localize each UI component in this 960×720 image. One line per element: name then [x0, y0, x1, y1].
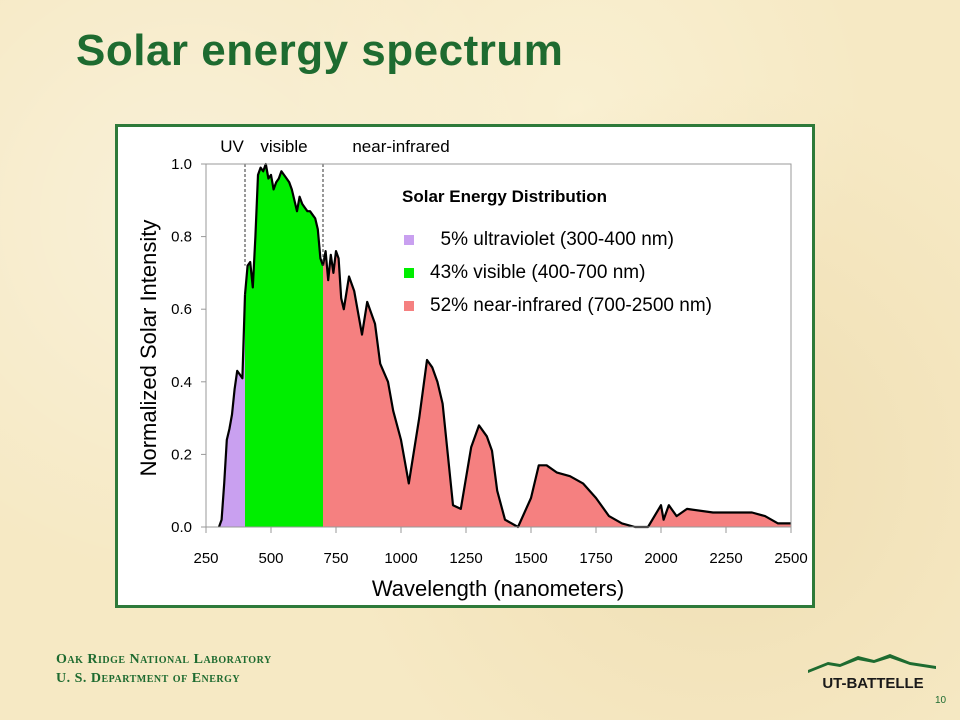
legend-swatch-uv	[404, 235, 414, 245]
legend-label-nir: 52% near-infrared (700-2500 nm)	[430, 295, 712, 316]
series-outline-nir	[321, 250, 791, 529]
series-outline-visible	[243, 162, 325, 295]
x-tick-label: 2500	[774, 550, 807, 567]
band-label: UV	[220, 137, 244, 156]
x-tick-label: 1500	[514, 550, 547, 567]
solar-spectrum-chart: UV visible near-infrared 250 500 750 1000 1250…	[136, 137, 808, 601]
series-area-nir	[323, 251, 791, 527]
footer-lab-name: Oak Ridge National Laboratory	[56, 652, 272, 667]
chart-title: Solar Energy Distribution	[402, 187, 607, 206]
x-tick-label: 750	[323, 550, 348, 567]
legend-swatch-visible	[404, 268, 414, 278]
band-label: near-infrared	[352, 137, 449, 156]
series-area-visible	[245, 164, 323, 527]
y-tick-label: 0.4	[171, 374, 192, 391]
chart-frame: UV visible near-infrared 250 500 750 1000 1250…	[115, 124, 815, 608]
x-tick-label: 1000	[384, 550, 417, 567]
legend-swatch-nir	[404, 301, 414, 311]
y-tick-label: 1.0	[171, 156, 192, 173]
x-tick-label: 500	[258, 550, 283, 567]
y-tick-label: 0.6	[171, 301, 192, 318]
page-number: 10	[935, 695, 947, 706]
band-label: visible	[260, 137, 307, 156]
y-tick-label: 0.2	[171, 446, 192, 463]
x-tick-label: 1750	[579, 550, 612, 567]
mountain-logo-icon	[808, 654, 936, 673]
footer-organization: Oak Ridge National Laboratory U. S. Depa…	[56, 650, 272, 688]
series-outline-uv	[217, 294, 247, 528]
x-axis-label: Wavelength (nanometers)	[372, 576, 624, 601]
footer-department: U. S. Department of Energy	[56, 671, 241, 686]
y-tick-label: 0.0	[171, 519, 192, 536]
y-axis-label: Normalized Solar Intensity	[136, 220, 161, 477]
x-tick-label: 2250	[709, 550, 742, 567]
x-tick-label: 2000	[644, 550, 677, 567]
plot-area-border	[205, 163, 792, 528]
slide-title: Solar energy spectrum	[76, 26, 564, 75]
y-tick-label: 0.8	[171, 229, 192, 246]
ut-battelle-logo: UT-BATTELLE	[808, 654, 936, 692]
logo-text: UT-BATTELLE	[822, 675, 923, 692]
x-tick-label: 250	[193, 550, 218, 567]
legend-label-visible: 43% visible (400-700 nm)	[430, 262, 645, 283]
legend-label-uv: 5% ultraviolet (300-400 nm)	[430, 229, 674, 250]
x-tick-label: 1250	[449, 550, 482, 567]
